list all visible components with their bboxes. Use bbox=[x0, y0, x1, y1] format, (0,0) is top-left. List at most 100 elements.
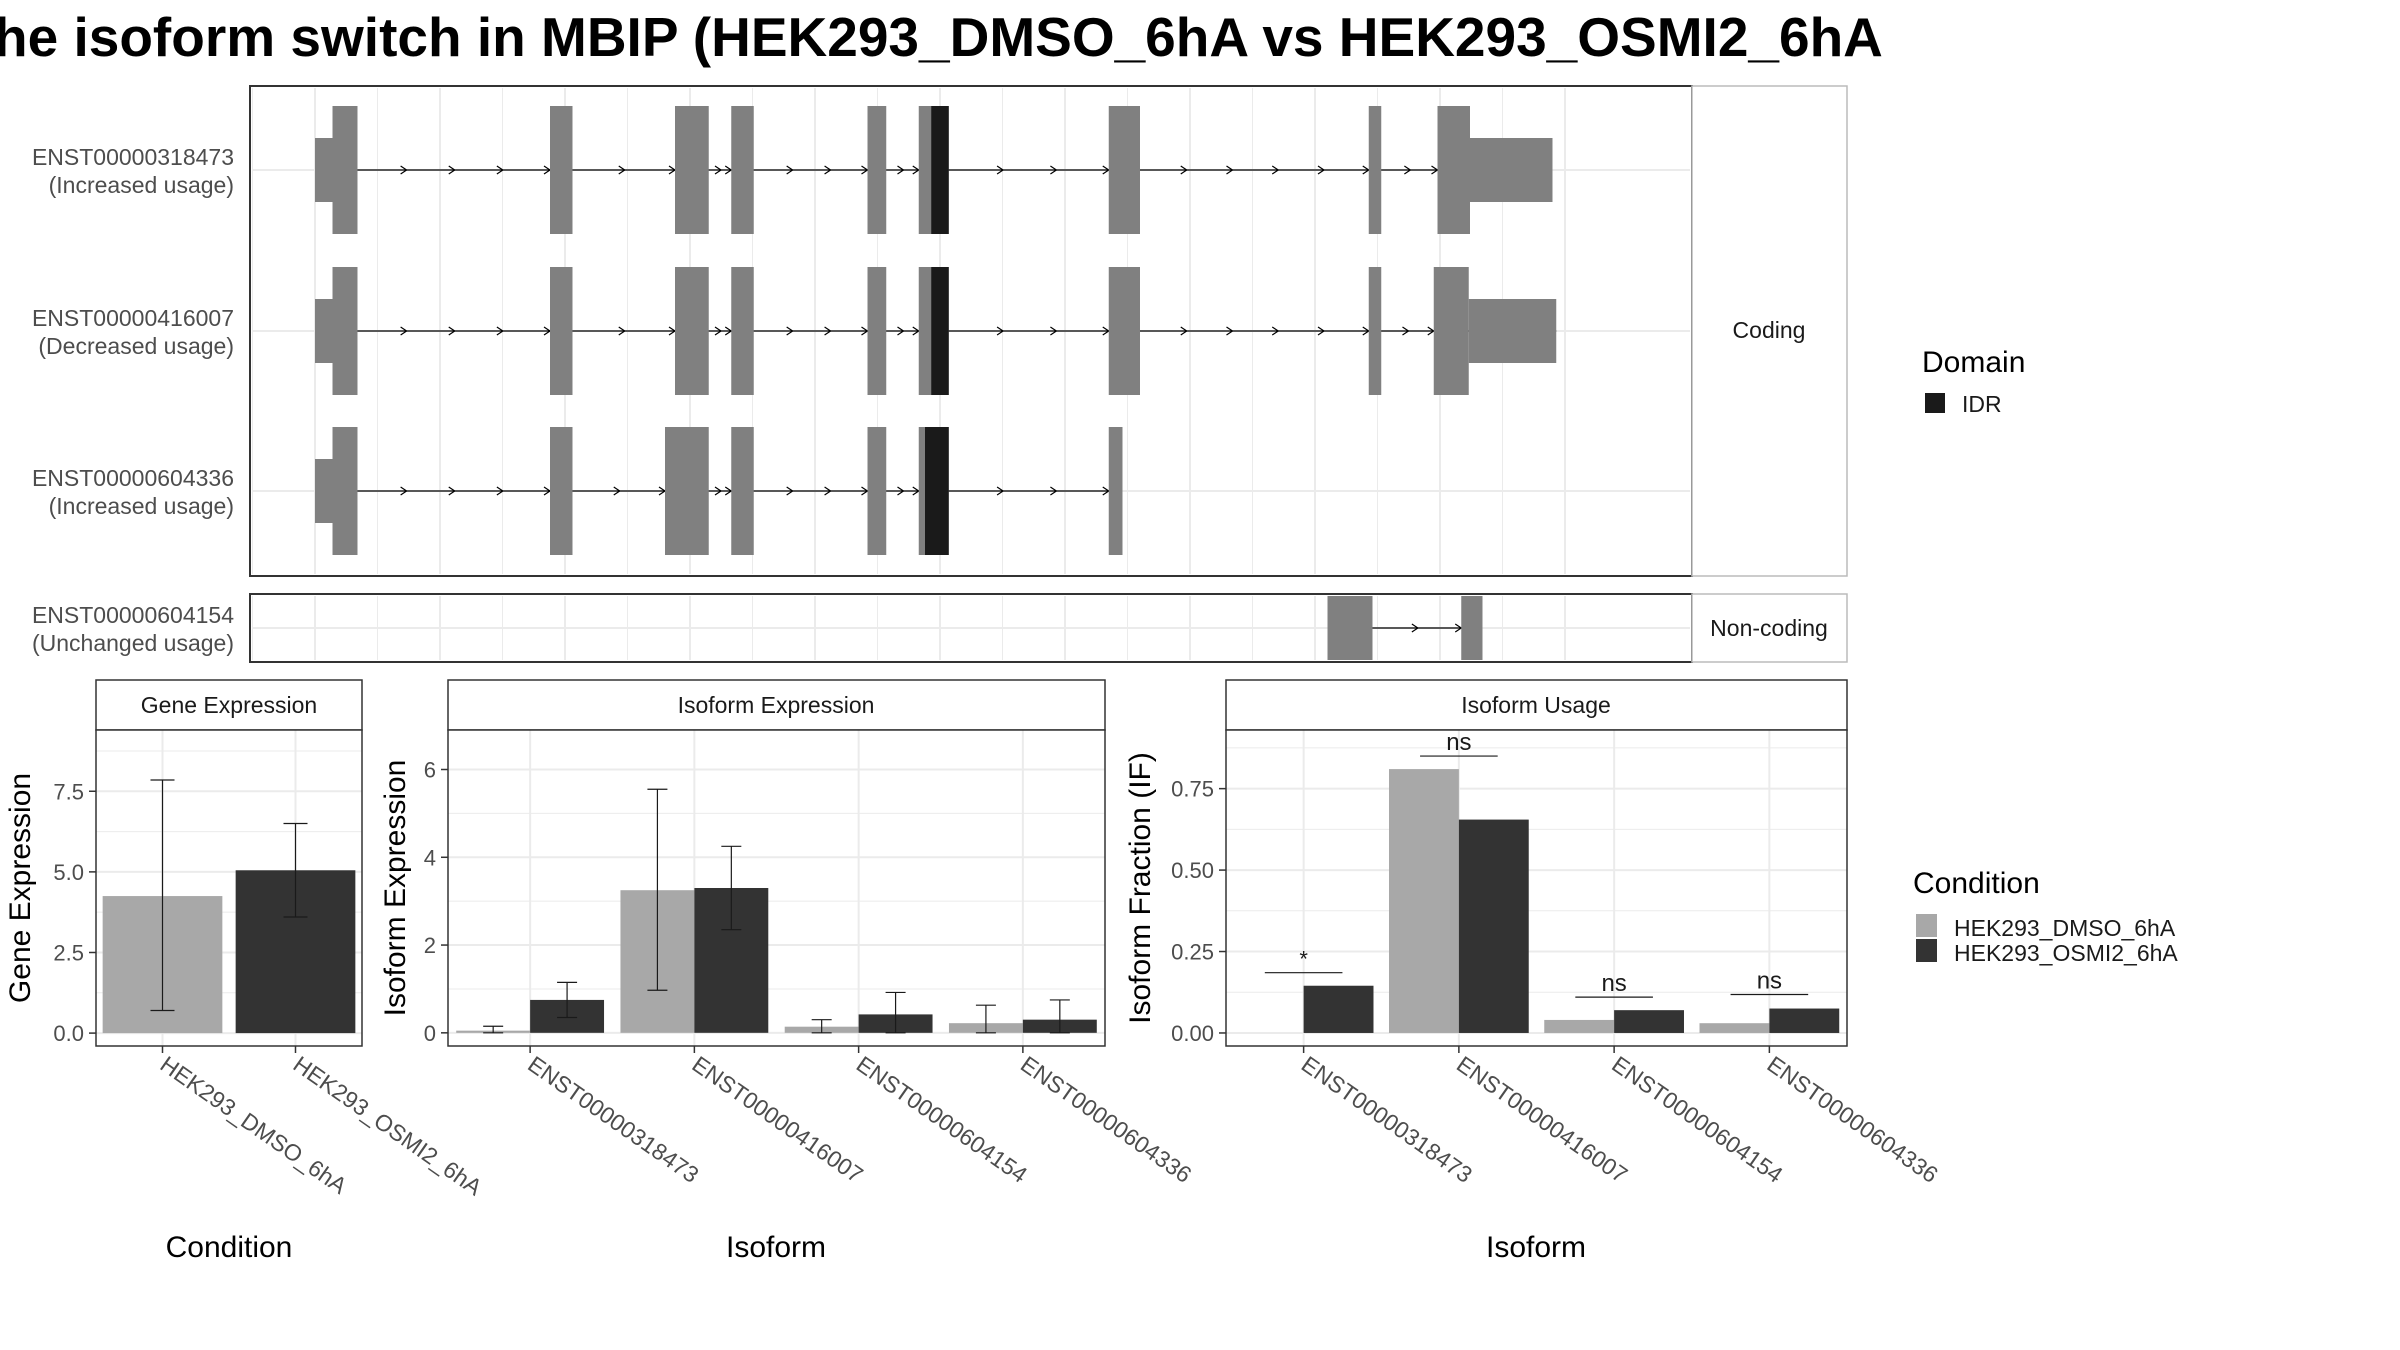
exon-block bbox=[867, 267, 887, 395]
intron-arrow bbox=[496, 486, 504, 496]
isoform-usage-strip bbox=[1225, 679, 1848, 731]
domain-legend: Domain IDR bbox=[1922, 346, 2025, 417]
exon-block bbox=[731, 267, 754, 395]
coding-transcripts bbox=[315, 106, 1557, 555]
transcript-usage-label: (Increased usage) bbox=[49, 172, 234, 198]
intron-arrow bbox=[824, 486, 832, 496]
isoform-usage-strip-label: Isoform Usage bbox=[1461, 692, 1611, 718]
y-tick-label: 0.75 bbox=[1171, 777, 1214, 802]
exon-block bbox=[1461, 596, 1483, 660]
condition-legend-title: Condition bbox=[1913, 867, 2040, 900]
utr-block bbox=[1468, 299, 1557, 363]
y-axis-title: Isoform Fraction (IF) bbox=[1124, 752, 1157, 1024]
x-tick-label: ENST00000318473 bbox=[1297, 1051, 1477, 1188]
x-axis-title: Isoform bbox=[1486, 1231, 1586, 1264]
intron-arrow bbox=[786, 165, 794, 175]
intron-arrow bbox=[1180, 165, 1188, 175]
intron-arrow bbox=[897, 326, 905, 336]
utr-block bbox=[315, 138, 333, 202]
intron-arrow bbox=[824, 326, 832, 336]
plot-panel-border bbox=[1225, 729, 1848, 1047]
exon-block bbox=[332, 427, 358, 555]
exon-block bbox=[550, 427, 573, 555]
dmso-legend-swatch bbox=[1916, 914, 1937, 937]
exon-block bbox=[1108, 427, 1123, 555]
significance-label: ns bbox=[1446, 729, 1471, 756]
structure-coding-facet: Coding ENST00000318473(Increased usage)E… bbox=[32, 85, 1848, 577]
intron-arrow bbox=[1050, 486, 1058, 496]
utr-block bbox=[315, 299, 333, 363]
y-tick-label: 0 bbox=[424, 1021, 436, 1046]
x-tick-label: ENST00000604154 bbox=[1607, 1051, 1788, 1188]
transcript-usage-label: (Decreased usage) bbox=[38, 333, 234, 359]
bar bbox=[1769, 1008, 1840, 1033]
bar bbox=[1458, 819, 1529, 1033]
significance-label: * bbox=[1299, 947, 1308, 972]
exon-block bbox=[1108, 267, 1140, 395]
y-tick-label: 2 bbox=[424, 933, 436, 958]
isoform-expression-chart: Isoform Expression 0246ENST00000318473EN… bbox=[379, 679, 1196, 1264]
intron-arrow bbox=[824, 165, 832, 175]
transcript-id-label: ENST00000604154 bbox=[32, 602, 234, 628]
noncoding-transcripts bbox=[1327, 596, 1483, 660]
intron-arrow bbox=[1402, 326, 1410, 336]
intron-arrow bbox=[400, 165, 408, 175]
gene-expression-strip-label: Gene Expression bbox=[141, 692, 317, 718]
transcript-id-label: ENST00000318473 bbox=[32, 144, 234, 170]
exon-block bbox=[731, 427, 754, 555]
y-tick-label: 7.5 bbox=[53, 779, 84, 804]
noncoding-strip-label: Non-coding bbox=[1710, 615, 1828, 641]
exon-block bbox=[550, 267, 573, 395]
x-tick-label: ENST00000604336 bbox=[1016, 1051, 1196, 1188]
bar bbox=[1699, 1023, 1770, 1033]
bar bbox=[1614, 1010, 1684, 1033]
intron-arrow bbox=[400, 326, 408, 336]
intron-arrow bbox=[996, 486, 1005, 496]
intron-arrow bbox=[496, 165, 504, 175]
coding-transcript-labels: ENST00000318473(Increased usage) ENST0000… bbox=[32, 144, 234, 519]
idr-domain-block bbox=[931, 267, 949, 395]
plot-panel-border bbox=[95, 729, 363, 1047]
exon-block bbox=[731, 106, 754, 234]
intron-arrow bbox=[786, 326, 794, 336]
x-tick-label: ENST00000416007 bbox=[688, 1051, 868, 1188]
transcript-id-label: ENST00000604336 bbox=[32, 465, 234, 491]
intron-arrow bbox=[618, 326, 626, 336]
significance-label: ns bbox=[1757, 968, 1782, 995]
isoform-usage-chart: Isoform Usage 0.00 0.25 0.50 0.75 * ns ns ns ENS… bbox=[1124, 679, 1943, 1264]
exon-block bbox=[1368, 267, 1382, 395]
dmso-legend-label: HEK293_DMSO_6hA bbox=[1954, 915, 2176, 941]
isoform-expression-strip-label: Isoform Expression bbox=[678, 692, 875, 718]
gene-expression-strip bbox=[95, 679, 363, 731]
y-axis-title: Gene Expression bbox=[4, 773, 37, 1003]
intron-arrow bbox=[897, 486, 905, 496]
intron-arrow bbox=[1180, 326, 1188, 336]
intron-arrow bbox=[448, 326, 456, 336]
coding-strip-label: Coding bbox=[1733, 317, 1806, 343]
exon-block bbox=[867, 106, 887, 234]
intron-arrow bbox=[786, 486, 794, 496]
intron-arrow bbox=[714, 165, 723, 175]
exon-block bbox=[1327, 596, 1373, 660]
exon-block bbox=[550, 106, 573, 234]
intron-arrow bbox=[1411, 623, 1419, 633]
domain-legend-title: Domain bbox=[1922, 346, 2025, 379]
intron-arrow bbox=[996, 326, 1005, 336]
exon-block bbox=[867, 427, 887, 555]
utr-block bbox=[1470, 138, 1553, 202]
exon-block bbox=[1368, 106, 1382, 234]
exon-block bbox=[332, 106, 358, 234]
y-tick-label: 5.0 bbox=[53, 860, 84, 885]
intron-arrow bbox=[1050, 326, 1058, 336]
intron-arrow bbox=[1226, 165, 1234, 175]
transcript-usage-label: (Unchanged usage) bbox=[32, 630, 234, 656]
osmi-legend-swatch bbox=[1916, 939, 1937, 962]
intron-arrow bbox=[618, 165, 626, 175]
x-tick-label: ENST00000604154 bbox=[852, 1051, 1033, 1188]
y-tick-label: 6 bbox=[424, 758, 436, 783]
idr-legend-label: IDR bbox=[1962, 391, 2002, 417]
y-tick-label: 4 bbox=[424, 845, 436, 870]
exon-block bbox=[1108, 106, 1140, 234]
exon-block bbox=[332, 267, 358, 395]
